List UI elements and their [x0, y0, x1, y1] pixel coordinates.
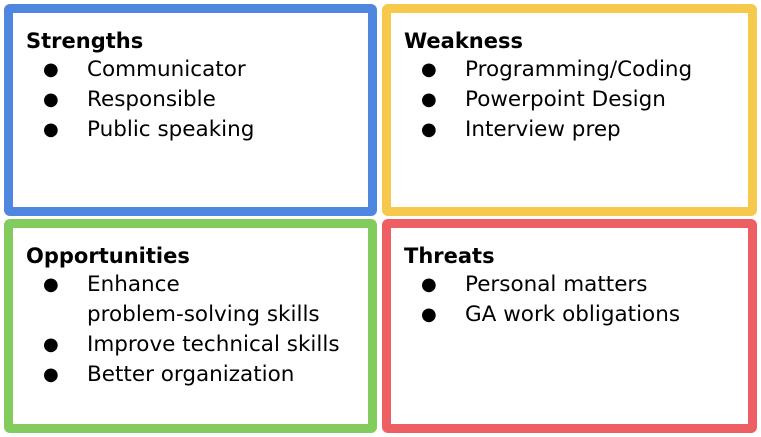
list-item: ● Better organization — [26, 360, 368, 390]
list-item: ● Personal matters — [404, 270, 748, 300]
list-item-text: Public speaking — [87, 117, 255, 142]
threats-list: ● Personal matters ● GA work obligations — [404, 270, 748, 330]
list-item-text: Better organization — [87, 362, 295, 387]
list-item-text: Enhance — [87, 272, 180, 297]
opportunities-list: ● Enhance problem-solving skills ● Improve t… — [26, 270, 368, 390]
bullet-icon: ● — [43, 334, 59, 355]
weakness-list: ● Programming/Coding ● Powerpoint Design ● In… — [404, 55, 748, 145]
weakness-box: Weakness ● Programming/Coding ● Powerpoint … — [382, 4, 757, 216]
threats-box: Threats ● Personal matters ● GA work obliga… — [382, 219, 757, 433]
list-item: ● Powerpoint Design — [404, 85, 748, 115]
bullet-icon: ● — [421, 274, 437, 295]
list-item-text: problem-solving skills — [87, 302, 320, 327]
bullet-icon: ● — [43, 59, 59, 80]
opportunities-title: Opportunities — [26, 244, 190, 268]
threats-title: Threats — [404, 244, 495, 268]
list-item-text: Personal matters — [465, 272, 648, 297]
list-item-text: Programming/Coding — [465, 57, 693, 82]
list-item-text: Communicator — [87, 57, 246, 82]
list-item-text: Interview prep — [465, 117, 621, 142]
bullet-icon: ● — [43, 364, 59, 385]
bullet-icon: ● — [421, 119, 437, 140]
list-item: ● Enhance problem-solving skills — [26, 270, 368, 330]
list-item-text: Powerpoint Design — [465, 87, 666, 112]
list-item: ● Programming/Coding — [404, 55, 748, 85]
list-item-text: Improve technical skills — [87, 332, 340, 357]
list-item: ● GA work obligations — [404, 300, 748, 330]
list-item: ● Communicator — [26, 55, 368, 85]
bullet-icon: ● — [43, 274, 59, 295]
list-item: ● Improve technical skills — [26, 330, 368, 360]
list-item: ● Responsible — [26, 85, 368, 115]
list-item-text: Responsible — [87, 87, 216, 112]
list-item: ● Public speaking — [26, 115, 368, 145]
opportunities-box: Opportunities ● Enhance problem-solving sk… — [4, 219, 377, 433]
strengths-title: Strengths — [26, 29, 144, 53]
list-item-text: GA work obligations — [465, 302, 681, 327]
list-item: ● Interview prep — [404, 115, 748, 145]
bullet-icon: ● — [421, 59, 437, 80]
strengths-box: Strengths ● Communicator ● Responsible ● Publ… — [4, 4, 377, 216]
bullet-icon: ● — [43, 119, 59, 140]
strengths-list: ● Communicator ● Responsible ● Public speakin… — [26, 55, 368, 145]
bullet-icon: ● — [421, 304, 437, 325]
bullet-icon: ● — [421, 89, 437, 110]
weakness-title: Weakness — [404, 29, 523, 53]
bullet-icon: ● — [43, 89, 59, 110]
